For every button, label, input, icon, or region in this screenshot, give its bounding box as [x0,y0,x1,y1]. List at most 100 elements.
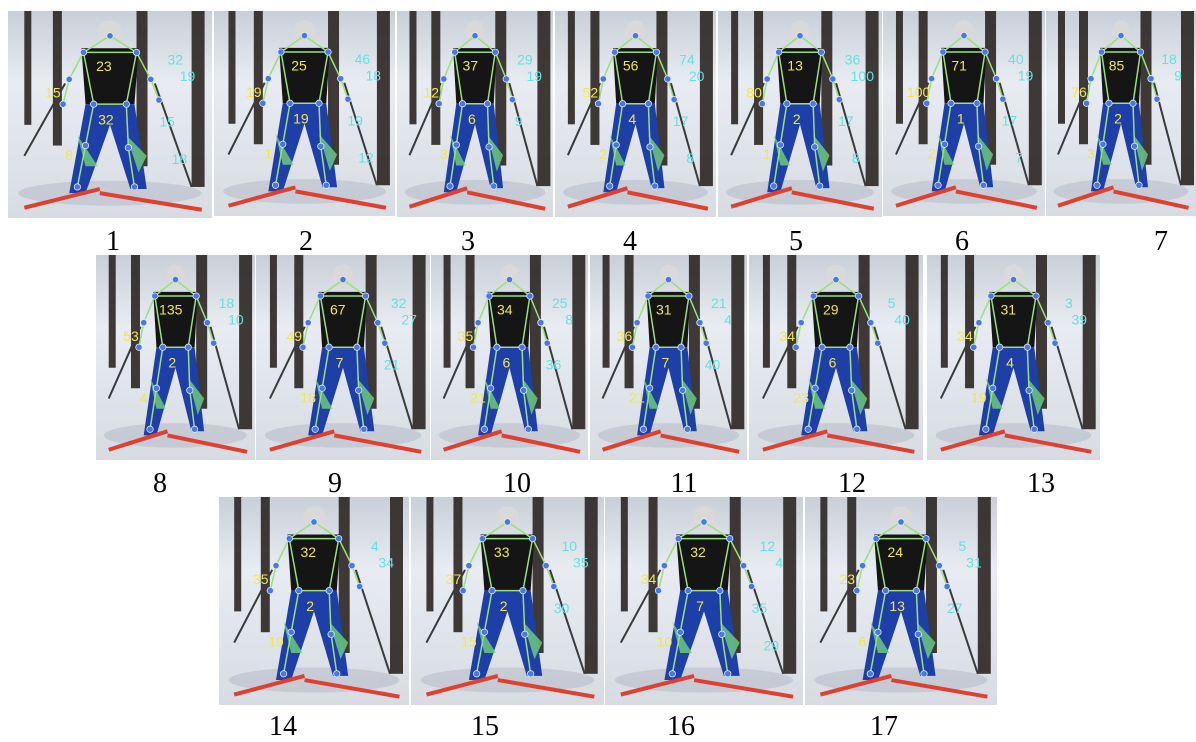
frame-number: 16 [667,711,695,742]
angle-label: 13 [889,598,905,614]
angle-label: 1 [763,146,771,162]
skeleton-bone [681,390,689,430]
ski-pole [566,82,601,156]
skier-torso [453,48,497,104]
tree-trunk [390,497,403,674]
skeleton-bone [1100,51,1110,104]
ski-pole [107,326,142,399]
skeleton-bone [313,521,340,540]
skeleton-joint [508,95,517,104]
skeleton-joint [973,99,981,107]
skeleton-joint [654,587,663,595]
skeleton-joint [299,343,307,351]
skeleton-bone [342,278,367,297]
skeleton-bone [1035,295,1049,323]
skeleton-joint [452,141,460,149]
tree-trunk [269,255,277,368]
angle-label: 4 [1006,355,1014,371]
skeleton-joint [266,587,274,595]
skeleton-joint [135,343,143,351]
skeleton-bone [942,51,952,104]
skeleton-joint [106,32,114,40]
ski [442,429,503,452]
ski-pole [227,82,266,155]
skeleton-bone [602,51,616,80]
skeleton-bone [777,52,788,104]
skier-head [165,264,186,287]
frame-number: 7 [1154,226,1168,257]
skeleton-bone [800,295,815,323]
tree-trunk [1028,11,1042,186]
skeleton-joint [858,562,867,570]
skeleton-bone [869,632,879,674]
skeleton-bone [125,104,130,148]
angle-label: 2 [928,145,936,161]
skeleton-joint [272,562,280,570]
angle-label: 35 [573,554,589,570]
ski-pole [1057,82,1089,155]
skeleton-joint [65,75,73,83]
angle-label: 18 [172,151,188,167]
skeleton-bone [531,538,547,566]
skeleton-joint [485,292,493,300]
frame-number: 6 [955,226,969,257]
frame-number: 1 [106,226,120,257]
tree-trunk [453,497,463,633]
frame-17: 24 23 13 6 5 31 27 [805,497,997,705]
skeleton-joint [775,48,783,56]
angle-label: 6 [829,355,837,371]
skeleton-joint [679,386,687,394]
skeleton-joint [360,425,368,433]
skeleton-joint [619,100,627,108]
skeleton-joint [939,48,947,56]
skeleton-bone [926,78,933,104]
skeleton-bone [135,52,152,80]
skeleton-joint [612,141,620,149]
angle-label: 32 [391,295,407,311]
skeleton-joint [159,343,167,351]
skeleton-bone [481,521,508,540]
skeleton-bone [795,322,802,348]
angle-label: 15 [461,633,477,649]
skeleton-bone [318,51,329,104]
angle-label: 36 [617,328,633,344]
angle-label: 10 [228,312,244,328]
skeleton-joint [651,182,659,190]
skeleton-bone [438,78,445,104]
skeleton-bone [761,78,768,104]
skeleton-bone [321,347,330,389]
tree-trunk [136,11,148,167]
skeleton-bone [330,634,338,674]
skeleton-joint [646,143,654,151]
angle-label: 31 [1001,301,1017,317]
tree-trunk [443,255,451,368]
skeleton-joint [502,75,510,83]
skeleton-bone [615,103,624,146]
skeleton-joint [90,100,98,108]
skeleton-bone [304,34,329,53]
ski [23,187,101,210]
skeleton-bone [187,295,197,348]
skeleton-joint [518,343,526,351]
skeleton-bone [614,35,636,53]
angle-label: 67 [330,301,346,317]
skeleton-joint [488,587,496,595]
angle-label: 4 [724,312,732,328]
angle-label: 29 [764,638,780,654]
skier-head [500,264,519,287]
skeleton-joint [783,100,791,108]
angle-label: 52 [583,84,599,100]
ski [819,673,892,697]
skeleton-joint [1129,99,1137,107]
skeleton-bone [857,295,872,323]
skeleton-joint [537,319,545,327]
skeleton-bone [521,295,531,348]
skeleton-joint [677,343,685,351]
ski [99,191,203,212]
skeleton-joint [487,384,495,392]
skeleton-joint [989,384,997,392]
skeleton-joint [633,319,641,327]
skeleton-joint [867,319,875,327]
skeleton-joint [322,181,330,189]
ski [227,185,296,208]
